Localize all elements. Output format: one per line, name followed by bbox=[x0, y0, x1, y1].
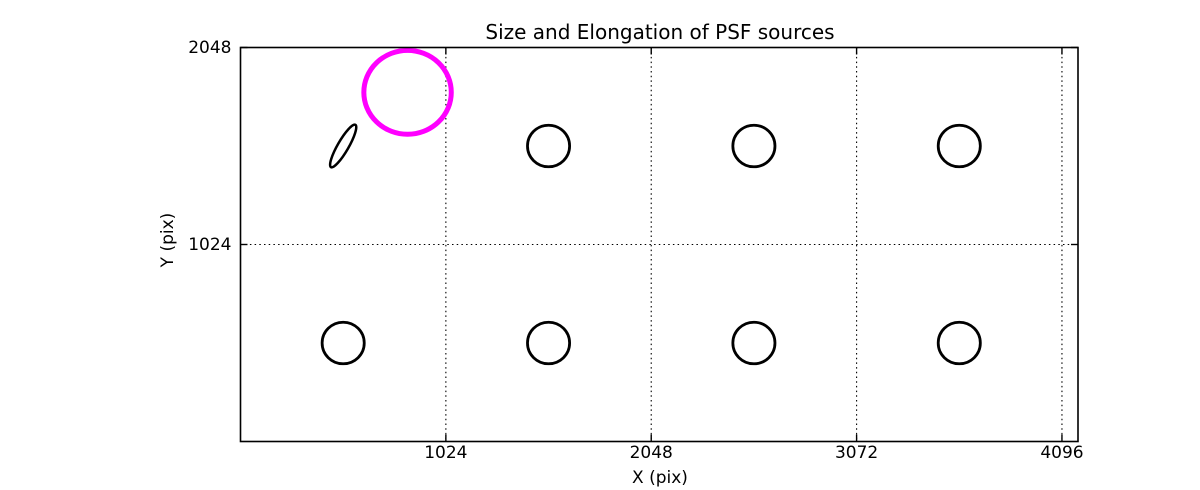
x-tick-label: 1024 bbox=[424, 443, 467, 463]
psf-source bbox=[320, 320, 366, 366]
psf-source bbox=[328, 123, 358, 169]
elongated-ellipse-shape bbox=[328, 123, 358, 169]
highlighted-psf-source bbox=[361, 47, 454, 137]
psf-source bbox=[731, 320, 777, 366]
circle-shape bbox=[731, 123, 777, 169]
y-tick-label: 2048 bbox=[188, 38, 231, 58]
circle-shape bbox=[731, 320, 777, 366]
psf-source bbox=[526, 320, 572, 366]
psf-source bbox=[936, 123, 982, 169]
circle-shape bbox=[526, 123, 572, 169]
circle-shape bbox=[936, 123, 982, 169]
x-tick-label: 3072 bbox=[835, 443, 878, 463]
x-tick-label: 2048 bbox=[630, 443, 673, 463]
psf-source bbox=[526, 123, 572, 169]
circle-shape bbox=[526, 320, 572, 366]
y-axis-label: Y (pix) bbox=[158, 212, 178, 268]
y-tick-label: 1024 bbox=[188, 235, 231, 255]
x-tick-label: 4096 bbox=[1040, 443, 1083, 463]
psf-source bbox=[936, 320, 982, 366]
chart-title: Size and Elongation of PSF sources bbox=[485, 20, 835, 44]
highlighted-circle-shape bbox=[361, 47, 454, 137]
circle-shape bbox=[320, 320, 366, 366]
psf-source bbox=[731, 123, 777, 169]
circle-shape bbox=[936, 320, 982, 366]
x-axis-label: X (pix) bbox=[632, 468, 688, 488]
